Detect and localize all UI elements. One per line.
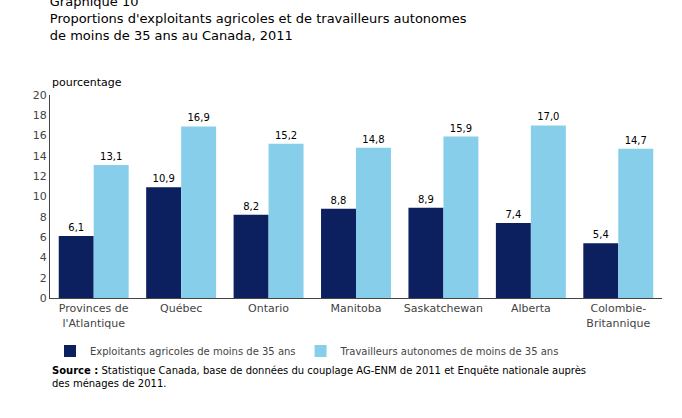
svg-text:15,2: 15,2: [275, 130, 297, 141]
svg-text:8,9: 8,9: [418, 194, 434, 205]
svg-text:17,0: 17,0: [537, 111, 559, 122]
svg-text:13,1: 13,1: [100, 151, 122, 162]
svg-text:Ontario: Ontario: [248, 302, 289, 315]
svg-text:Manitoba: Manitoba: [330, 302, 381, 315]
svg-text:Travailleurs autonomes de moin: Travailleurs autonomes de moins de 35 an…: [340, 346, 559, 357]
svg-text:Source : Statistique Canada, b: Source : Statistique Canada, base de don…: [52, 365, 586, 389]
svg-text:16,9: 16,9: [187, 112, 209, 123]
svg-text:Exploitants agricoles de moins: Exploitants agricoles de moins de 35 ans: [90, 346, 296, 357]
svg-text:4: 4: [40, 251, 47, 264]
svg-text:Québec: Québec: [160, 302, 202, 315]
svg-text:6: 6: [40, 231, 47, 244]
svg-text:14: 14: [33, 150, 47, 163]
svg-text:14,8: 14,8: [362, 134, 384, 145]
svg-text:Colombie-Britannique: Colombie-Britannique: [586, 302, 650, 329]
svg-text:15,9: 15,9: [450, 123, 472, 134]
svg-text:18: 18: [33, 109, 47, 122]
svg-text:8: 8: [40, 211, 47, 224]
svg-text:12: 12: [33, 170, 47, 183]
svg-text:Saskatchewan: Saskatchewan: [404, 302, 483, 315]
svg-text:5,4: 5,4: [593, 229, 609, 240]
svg-text:Graphique 10Proportions d'expl: Graphique 10Proportions d'exploitants ag…: [50, 0, 467, 43]
svg-text:2: 2: [40, 272, 47, 285]
svg-text:0: 0: [40, 292, 47, 305]
svg-text:10: 10: [33, 190, 47, 203]
svg-text:6,1: 6,1: [68, 222, 84, 233]
svg-text:pourcentage: pourcentage: [52, 76, 122, 89]
svg-text:16: 16: [33, 129, 47, 142]
svg-text:8,2: 8,2: [243, 201, 259, 212]
svg-text:20: 20: [33, 89, 47, 102]
svg-text:Alberta: Alberta: [511, 302, 551, 315]
svg-text:8,8: 8,8: [331, 195, 347, 206]
svg-text:Provinces del'Atlantique: Provinces del'Atlantique: [59, 302, 129, 329]
svg-text:7,4: 7,4: [505, 209, 521, 220]
svg-text:10,9: 10,9: [153, 173, 175, 184]
svg-text:14,7: 14,7: [625, 135, 647, 146]
